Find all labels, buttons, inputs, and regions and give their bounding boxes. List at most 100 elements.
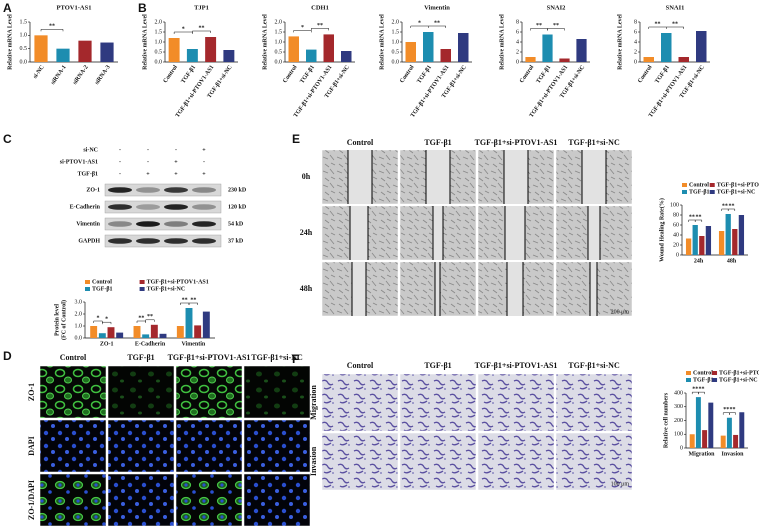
bar [107,327,115,338]
bar [223,50,235,62]
micrograph [175,365,243,419]
blot-band [192,221,216,227]
chart-title: CDH1 [311,4,329,11]
x-tick-label: 24h [694,258,704,264]
scale-label: 100 μm [611,481,630,487]
y-tick-label: 2.0 [75,311,83,317]
blot-band [164,204,188,210]
significance-label: ** [699,387,705,393]
significance-label: ** [536,23,542,29]
significance-label: * [418,20,421,26]
micrograph [555,432,633,491]
legend-swatch [709,190,715,194]
row-label: ZO-1/DAPI [27,480,36,520]
blot-band [164,187,188,193]
significance-label: ** [182,297,188,303]
legend-swatch [709,183,715,187]
micrograph [321,373,399,432]
bar [341,51,352,62]
legend-label: TGF-β1+si-PTOV1-AS1 [719,370,759,376]
x-tick-label: siRNA-3 [94,64,112,85]
chart-title: Vimentin [424,4,450,11]
condition-sign: + [202,171,206,177]
y-tick-label: 0.5 [392,49,400,55]
micrograph [107,473,175,527]
legend-label: Control [689,182,709,188]
x-tick-label: siRNA-2 [72,64,90,85]
significance-label: * [105,317,108,323]
condition-label: si-NC [83,147,98,153]
y-tick-label: 1.0 [75,323,83,329]
y-tick-label: 6 [634,29,637,35]
row-label: 0h [302,172,311,181]
significance-bracket [136,320,146,323]
bar [176,326,184,338]
y-tick-label: 8 [634,19,637,25]
bar [423,32,434,62]
y-axis-label: Protein level [54,304,60,336]
condition-sign: + [202,147,206,153]
condition-sign: - [203,159,205,165]
y-axis-label: Relative mRNA Level [379,14,385,70]
significance-bracket [727,208,736,211]
condition-sign: - [147,147,149,153]
column-header: Control [347,138,374,147]
y-tick-label: 2.0 [392,19,400,25]
micrograph [399,432,477,491]
y-axis-label: Relative mRNA Level [617,14,623,70]
panel-letter: E [292,132,300,146]
y-tick-label: 3.0 [75,299,83,305]
bar [116,332,124,338]
column-header: TGF-β1+si-PTOV1-AS1 [475,361,558,370]
legend-label: Control [92,279,112,285]
significance-bracket [188,302,198,305]
panel-letter: B [138,1,147,15]
y-tick-label: 6 [516,29,519,35]
significance-bracket [102,321,112,325]
bar [306,49,317,62]
y-tick-label: 0.5 [155,49,163,55]
x-tick-label: Control [163,64,180,84]
blot-band [164,238,188,244]
blot-band [136,187,160,193]
bar [150,324,158,338]
bar [98,333,106,338]
size-label: 230 kD [228,187,247,193]
wound-gap [350,206,368,260]
panel-letter: F [292,352,299,366]
y-tick-label: 1.5 [275,29,283,35]
legend-swatch [682,183,687,187]
significance-label: ** [190,297,196,303]
micrograph [243,473,311,527]
wound-gap [348,150,372,204]
condition-sign: + [146,171,150,177]
y-tick-label: 300 [674,404,683,410]
blot-band [192,187,216,193]
x-tick-label: TGF-β1 [299,64,316,84]
legend-swatch [139,280,145,284]
legend-label: TGF-β1 [689,189,710,195]
significance-bracket [666,26,684,29]
significance-label: ** [722,203,728,209]
condition-sign: + [174,171,178,177]
x-tick-label: 48h [727,258,737,264]
micrograph [243,419,311,473]
y-tick-label: 1.0 [392,39,400,45]
bar [100,42,114,62]
bar [696,31,707,62]
bar [733,434,739,448]
x-tick-label: TGF-β1 [654,64,671,84]
significance-label: ** [655,21,661,27]
blot-strip [104,217,222,231]
y-tick-label: 2 [516,49,519,55]
legend-swatch [712,371,718,375]
y-tick-label: 100 [674,432,683,438]
condition-label: TGF-β1 [78,171,99,177]
bar [78,40,92,62]
y-axis-label: Relative mRNA Level [7,14,13,70]
y-tick-label: 0 [634,59,637,65]
legend-swatch [686,371,691,375]
column-header: TGF-β1 [127,353,154,362]
significance-bracket [40,29,64,32]
wound-gap [590,262,597,316]
